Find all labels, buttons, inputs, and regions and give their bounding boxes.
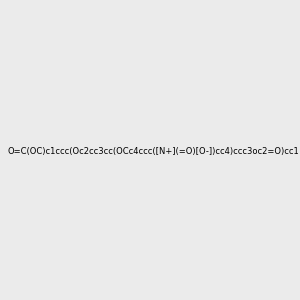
Text: O=C(OC)c1ccc(Oc2cc3cc(OCc4ccc([N+](=O)[O-])cc4)ccc3oc2=O)cc1: O=C(OC)c1ccc(Oc2cc3cc(OCc4ccc([N+](=O)[O…: [8, 147, 300, 156]
